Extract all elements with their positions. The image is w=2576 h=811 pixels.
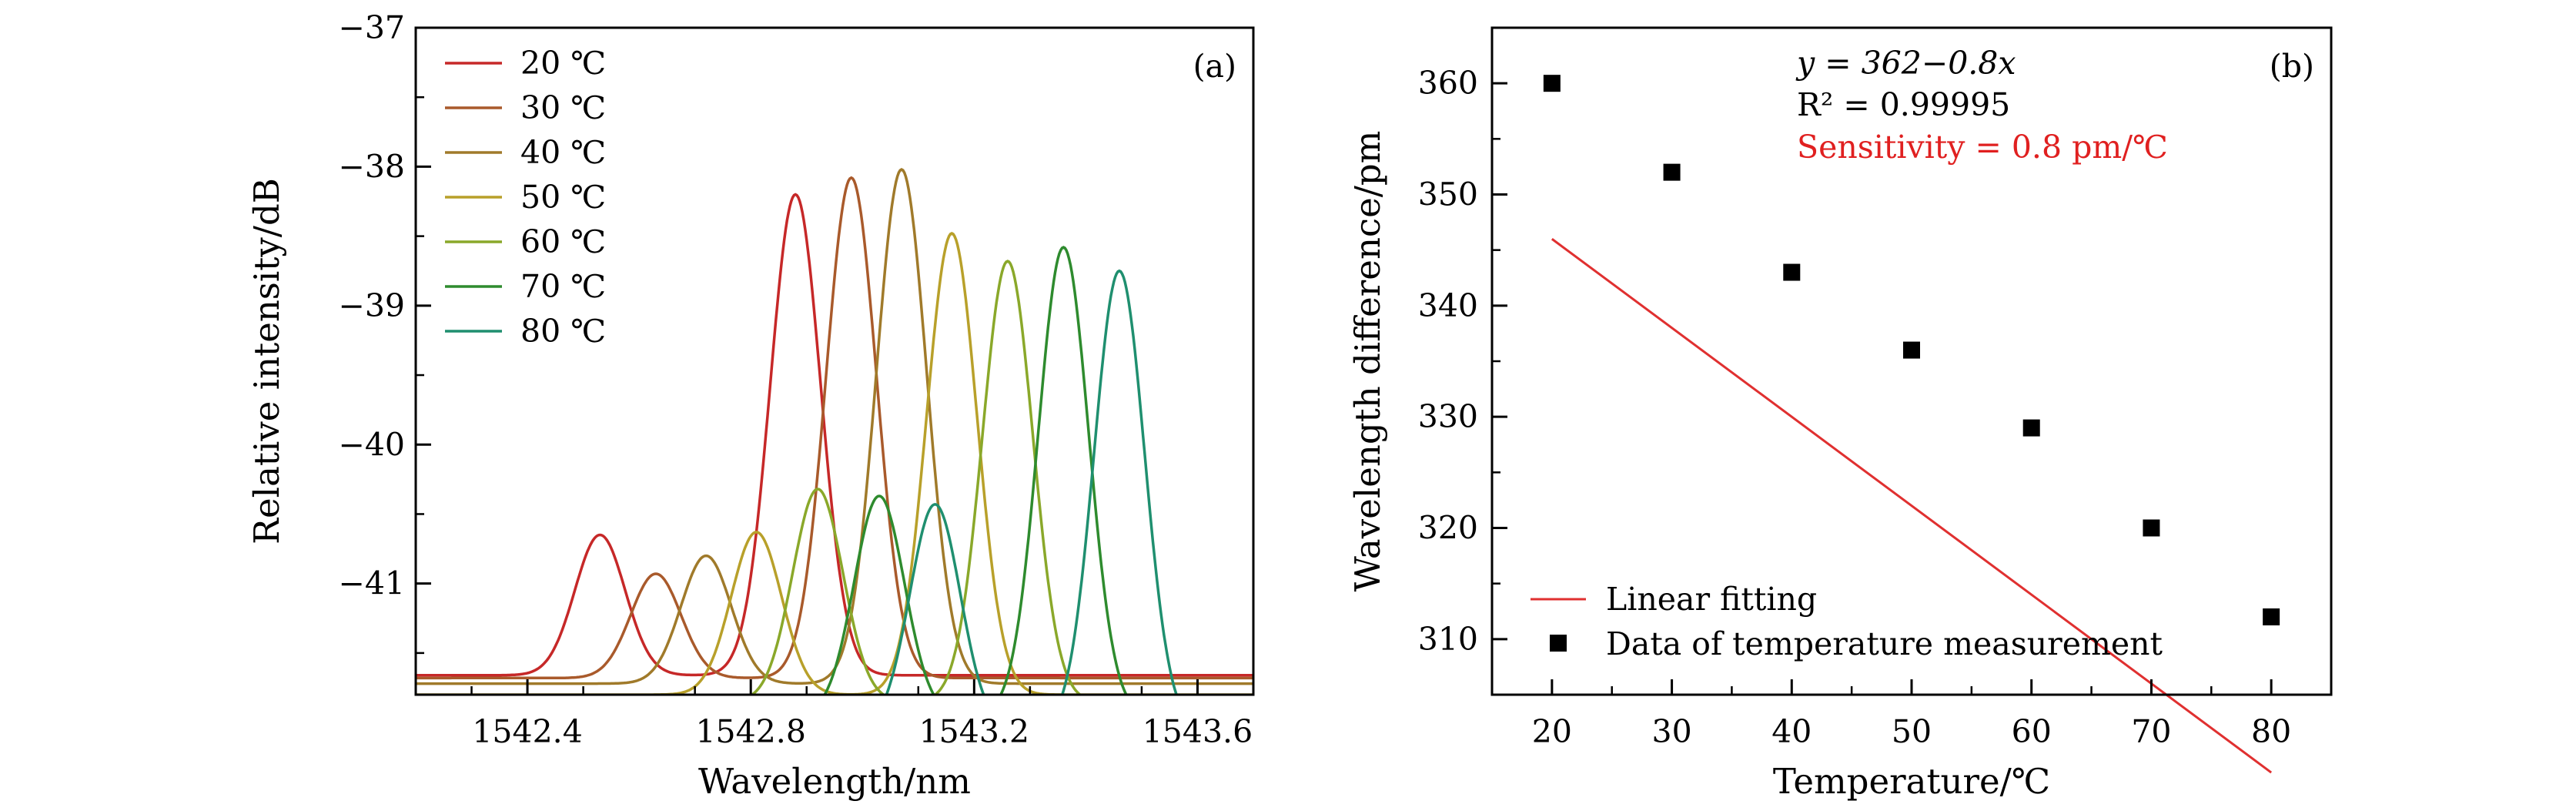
x-tick-label: 1542.8 [695, 713, 805, 750]
x-tick-label: 30 [1651, 713, 1691, 750]
y-tick-label: 350 [1418, 176, 1478, 213]
y-tick-label: −37 [338, 9, 405, 46]
legend-label: 70 ℃ [520, 268, 606, 305]
panel-a-legend: 20 ℃ 30 ℃ 40 ℃ 50 ℃ 60 ℃ 70 ℃ 80 ℃ [445, 45, 606, 350]
y-tick-label: 320 [1418, 510, 1478, 547]
x-tick-label: 50 [1892, 713, 1932, 750]
data-point [2263, 608, 2280, 625]
y-tick-label: 330 [1418, 398, 1478, 435]
legend-label: 20 ℃ [520, 45, 606, 82]
x-tick-label: 20 [1532, 713, 1572, 750]
panel-a-spectrum-chart: 1542.4 1542.8 1543.2 1543.6−41−40−39−38−37 … [246, 9, 1255, 802]
spectrum-curves [416, 167, 1253, 695]
panel-b-ticks: 20 30 40 50 60 70 80 310 320 330 340 350 360 [1418, 26, 2333, 750]
fit-r-squared: R² = 0.99995 [1797, 86, 2010, 123]
x-tick-label: 40 [1771, 713, 1812, 750]
panel-a-y-axis-title: Relative intensity/dB [246, 178, 287, 545]
spectrum-curve-5 [749, 260, 1082, 695]
legend-label: 50 ℃ [520, 179, 606, 216]
x-tick-label: 1543.2 [919, 713, 1029, 750]
fit-equation: y = 362−0.8x [1795, 45, 2016, 82]
x-tick-label: 70 [2131, 713, 2171, 750]
y-tick-label: −39 [338, 287, 405, 324]
panel-b-y-axis-title: Wavelength difference/pm [1347, 131, 1388, 592]
data-point [2022, 419, 2040, 437]
data-point [1543, 75, 1561, 92]
x-tick-label: 1543.6 [1142, 713, 1253, 750]
y-tick-label: −38 [338, 148, 405, 185]
data-point [2143, 519, 2160, 537]
panel-a-label: (a) [1193, 48, 1236, 85]
panel-a-ticks: 1542.4 1542.8 1543.2 1543.6 −41 −40 −39 −38 −37 [338, 9, 1253, 750]
spectrum-curve-2 [416, 176, 1253, 680]
x-tick-label: 60 [2012, 713, 2052, 750]
legend-data-label: Data of temperature measurement [1606, 625, 2163, 662]
x-tick-label: 80 [2251, 713, 2291, 750]
panel-b-label: (b) [2270, 48, 2314, 85]
panel-a-frame [414, 26, 1255, 696]
legend-label: 80 ℃ [520, 313, 606, 350]
data-point [1663, 163, 1681, 181]
data-point [1783, 263, 1801, 281]
legend-data-swatch [1550, 635, 1567, 652]
measurement-points [1543, 75, 2280, 625]
spectrum-curve-7 [885, 269, 1178, 695]
legend-fit-label: Linear fitting [1606, 581, 1817, 618]
legend-label: 30 ℃ [520, 89, 606, 126]
spectrum-curve-6 [823, 246, 1128, 695]
panel-a-x-axis-title: Wavelength/nm [698, 761, 971, 802]
data-point [1903, 341, 1920, 359]
y-tick-label: −40 [338, 426, 405, 463]
y-tick-label: −41 [338, 565, 405, 602]
y-tick-label: 310 [1418, 621, 1478, 658]
panel-b-x-axis-title: Temperature/℃ [1773, 761, 2050, 802]
legend-label: 40 ℃ [520, 134, 606, 171]
panel-b-fit-chart: 20 30 40 50 60 70 80 310 320 330 340 350 360 y = 362… [1347, 26, 2333, 802]
legend-label: 60 ℃ [520, 223, 606, 260]
x-tick-label: 1542.4 [472, 713, 582, 750]
sensitivity-annotation: Sensitivity = 0.8 pm/℃ [1797, 129, 2168, 166]
y-tick-label: 360 [1418, 65, 1478, 102]
panel-b-legend: Linear fitting Data of temperature measu… [1531, 581, 2163, 662]
y-tick-label: 340 [1418, 287, 1478, 324]
spectrum-curve-4 [416, 232, 1253, 695]
